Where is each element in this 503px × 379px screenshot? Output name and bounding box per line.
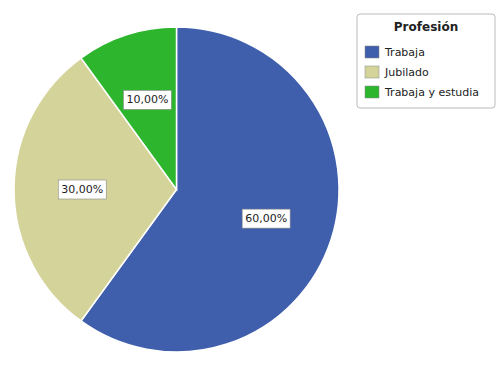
pie [14,27,339,352]
legend-swatch [365,66,379,78]
legend-swatch [365,46,379,58]
chart: 60,00% 30,00% 10,00% Profesión Trabaja Jubila… [0,0,503,379]
legend-swatch [365,86,379,98]
data-label-group: 10,00% [123,90,171,109]
data-label: 10,00% [126,93,168,106]
data-label-group: 60,00% [242,209,290,228]
data-label-group: 30,00% [58,180,106,199]
data-label: 60,00% [245,212,287,225]
legend-label: Trabaja [384,46,425,59]
data-label-box [242,209,290,228]
legend-frame [357,14,495,108]
legend-entry: Trabaja [365,46,425,59]
data-labels: 60,00% 30,00% 10,00% [58,90,290,228]
legend-title: Profesión [394,20,458,34]
slice [81,27,177,190]
legend-label: Trabaja y estudia [384,86,479,99]
data-label: 30,00% [61,183,103,196]
data-label-box [58,180,106,199]
legend-entry: Jubilado [365,66,429,79]
legend-label: Jubilado [384,66,429,79]
legend-entry: Trabaja y estudia [365,86,479,99]
legend: Profesión Trabaja Jubilado Trabaja y estudi… [357,14,495,108]
slice [14,58,176,321]
data-label-box [123,90,171,109]
